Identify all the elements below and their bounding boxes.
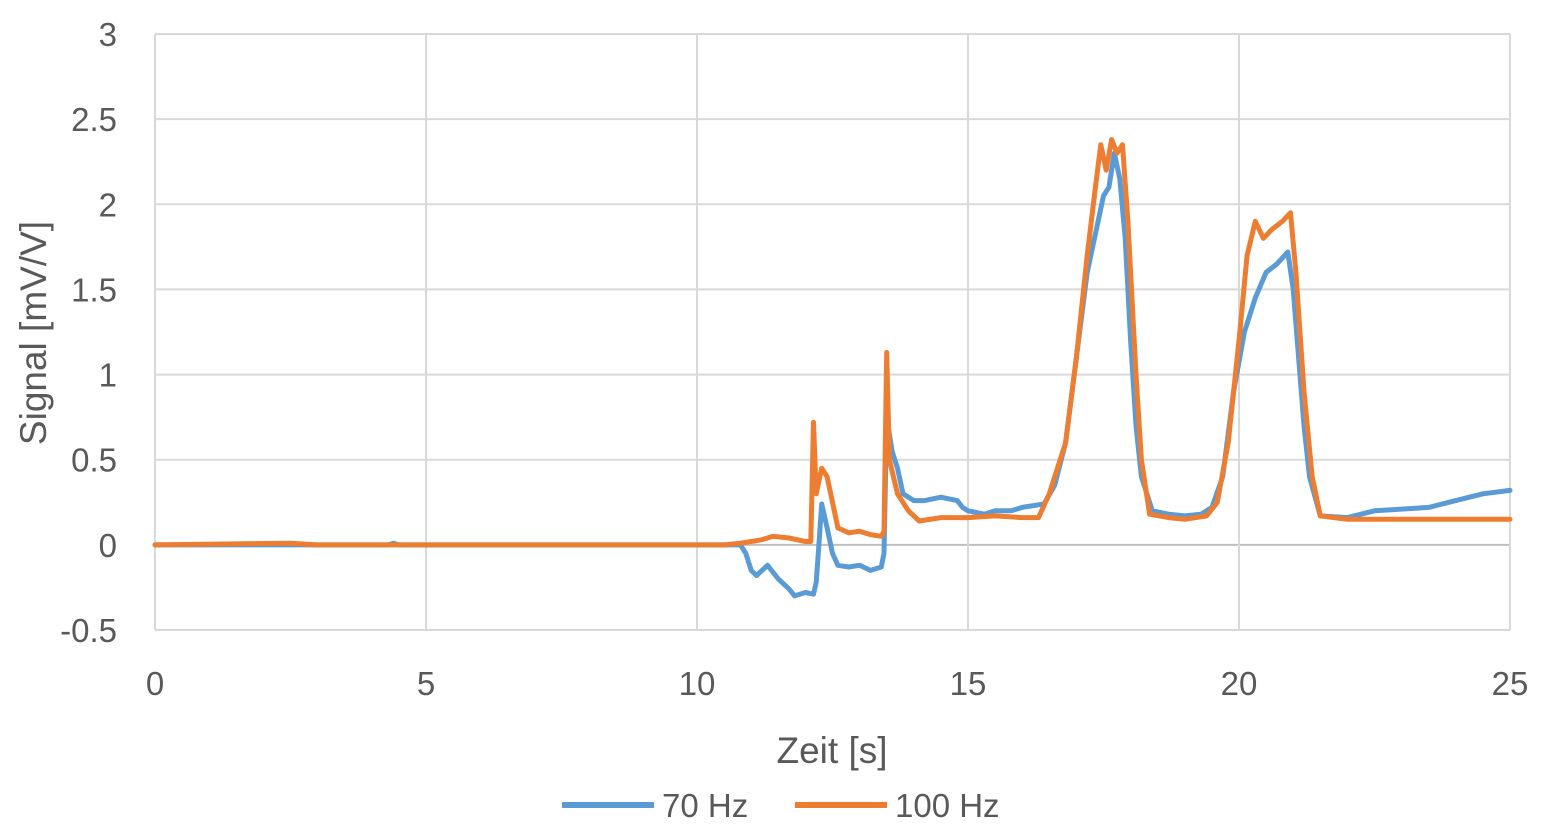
y-tick-label: 1 [99, 357, 117, 394]
series-lines [152, 137, 1513, 599]
x-tick-label: 0 [146, 665, 164, 702]
x-tick-label: 25 [1492, 665, 1529, 702]
x-tick-label: 15 [950, 665, 987, 702]
x-tick-label: 5 [417, 665, 435, 702]
y-tick-labels: 3 2.5 2 1.5 1 0.5 0 -0.5 [60, 16, 117, 649]
legend-label: 100 Hz [895, 787, 1000, 824]
x-tick-labels: 0 5 10 15 20 25 [146, 665, 1529, 702]
x-tick-label: 10 [679, 665, 716, 702]
legend: 70 Hz 100 Hz [562, 787, 1000, 824]
series-line-1 [152, 150, 1513, 599]
y-axis-title: Signal [mV/V] [13, 221, 54, 445]
grid-lines [154, 33, 1511, 631]
y-tick-label: 1.5 [71, 271, 117, 308]
x-tick-label: 20 [1221, 665, 1258, 702]
series-line-2 [152, 137, 1513, 548]
y-tick-label: 0.5 [71, 442, 117, 479]
y-tick-label: 2 [99, 186, 117, 223]
legend-label: 70 Hz [662, 787, 748, 824]
y-tick-label: -0.5 [60, 612, 117, 649]
y-tick-label: 3 [99, 16, 117, 53]
x-axis-title: Zeit [s] [776, 730, 887, 771]
y-tick-label: 0 [99, 527, 117, 564]
y-tick-label: 2.5 [71, 101, 117, 138]
